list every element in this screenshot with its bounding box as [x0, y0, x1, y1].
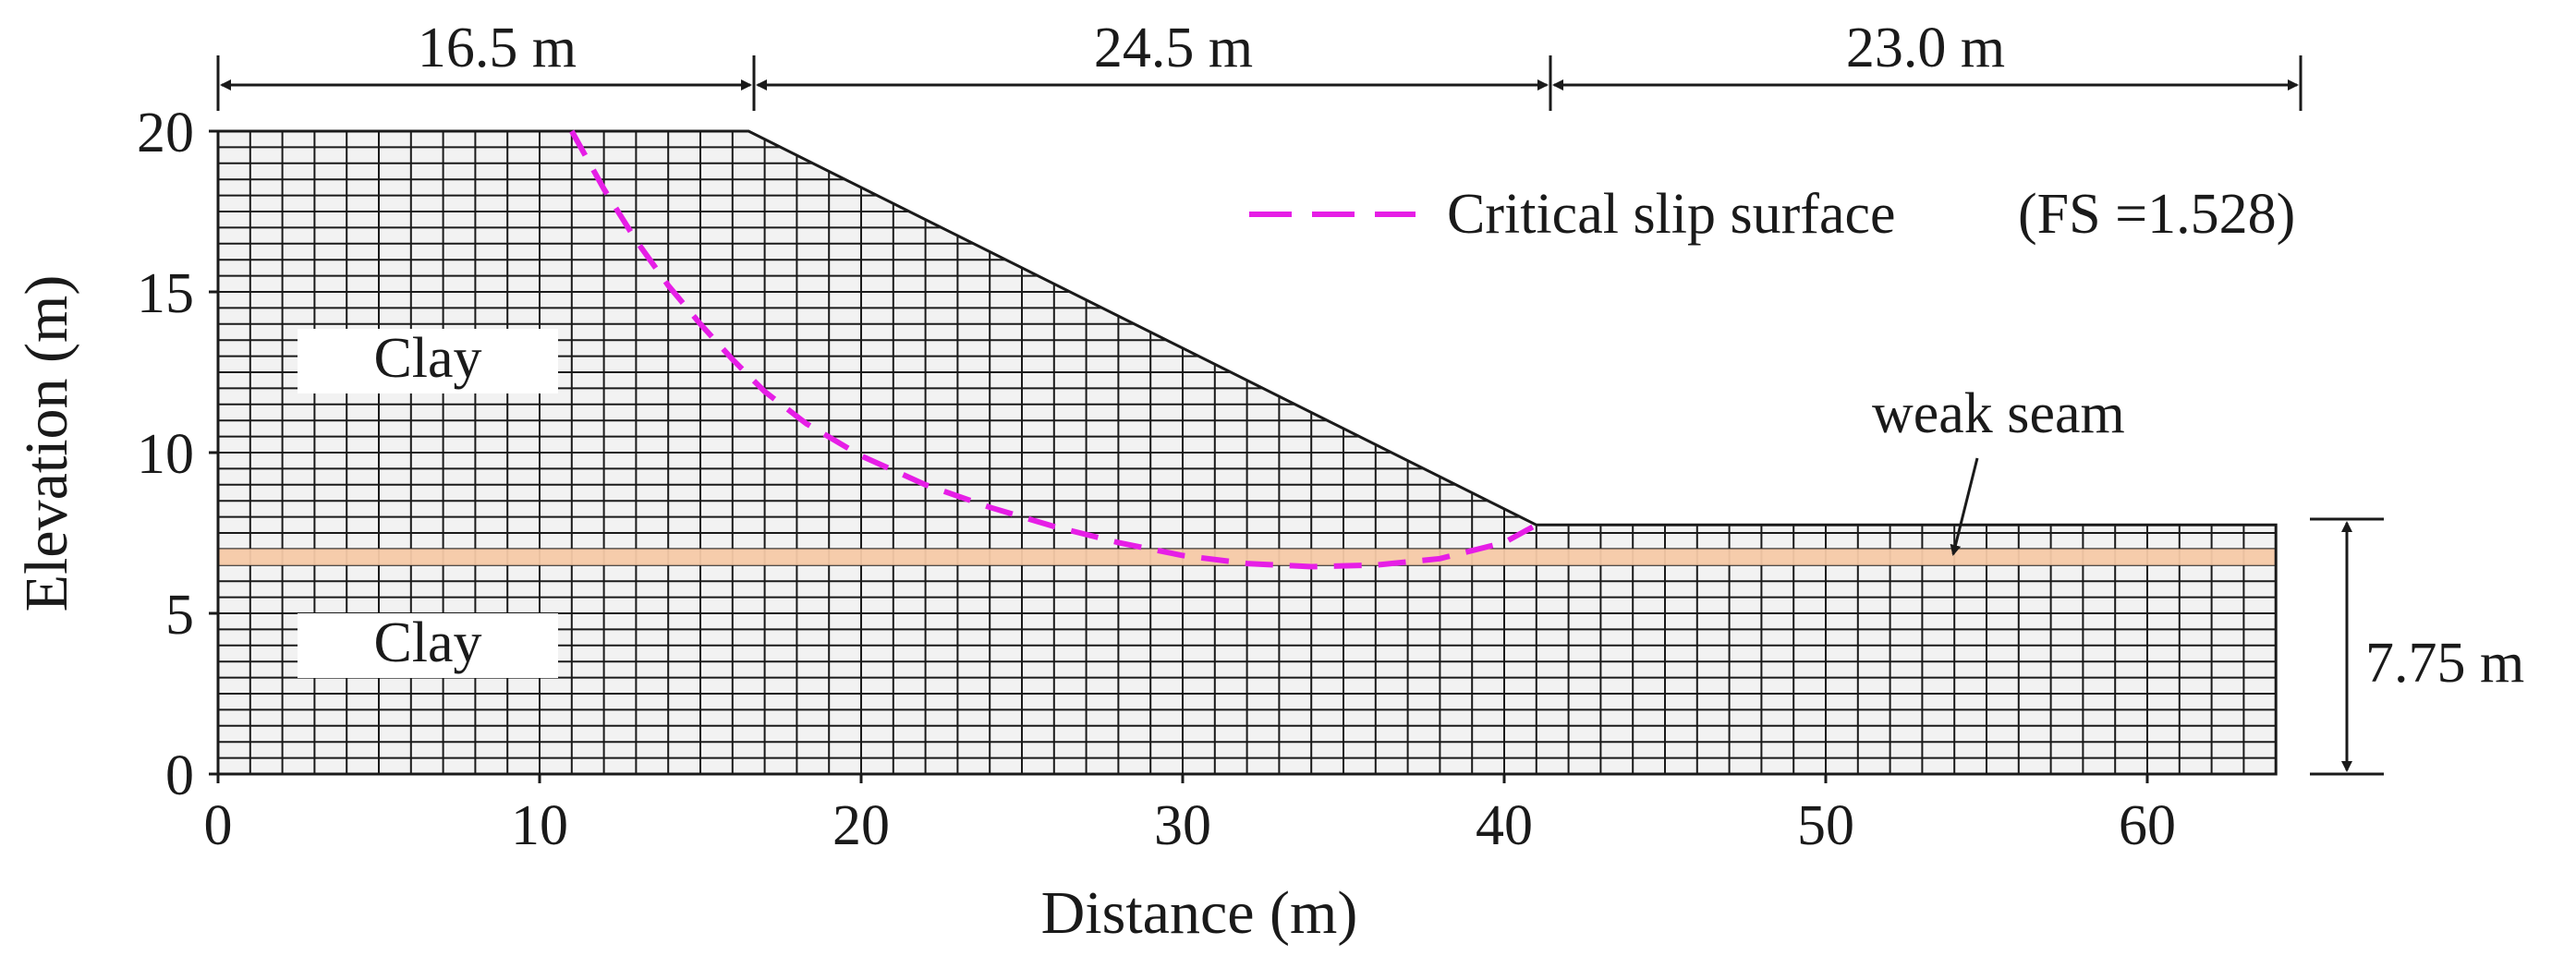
weak-seam-label: weak seam [1872, 382, 2125, 445]
legend-factor-of-safety: (FS =1.528) [2018, 183, 2295, 246]
x-tick-label: 20 [832, 794, 890, 857]
y-axis-ticks: 0 5 10 15 20 [137, 102, 218, 807]
clay-lower-label: Clay [373, 611, 481, 674]
legend: Critical slip surface (FS =1.528) [1249, 183, 2295, 246]
y-tick-label: 5 [165, 584, 194, 647]
clay-upper-label: Clay [373, 327, 481, 390]
x-tick-label: 0 [204, 794, 233, 857]
critical-slip-surface [569, 129, 1538, 570]
x-tick-label: 30 [1154, 794, 1211, 857]
y-tick-label: 15 [137, 262, 194, 325]
clay-lower-label-box [298, 613, 558, 678]
y-axis-label: Elevation (m) [13, 275, 80, 612]
x-axis-ticks: 0 10 20 30 40 50 60 [204, 774, 2176, 857]
dim-toe-width: 23.0 m [1846, 17, 2005, 79]
x-tick-label: 10 [511, 794, 568, 857]
x-tick-label: 60 [2119, 794, 2176, 857]
y-tick-label: 10 [137, 423, 194, 486]
dim-toe-height: 7.75 m [2365, 632, 2524, 695]
top-dimensions [216, 55, 2303, 111]
y-tick-label: 20 [137, 102, 194, 164]
y-tick-label: 0 [165, 744, 194, 807]
clay-upper-label-box [298, 329, 558, 393]
dim-crest-width: 16.5 m [418, 17, 577, 79]
dim-slope-width: 24.5 m [1094, 17, 1253, 79]
weak-seam-pointer [1950, 457, 1979, 556]
x-axis-label: Distance (m) [1041, 879, 1358, 947]
height-dimension [2310, 517, 2384, 776]
x-tick-label: 40 [1476, 794, 1533, 857]
x-tick-label: 50 [1797, 794, 1854, 857]
weak-seam-band [218, 549, 2277, 565]
legend-label: Critical slip surface [1447, 183, 1896, 246]
